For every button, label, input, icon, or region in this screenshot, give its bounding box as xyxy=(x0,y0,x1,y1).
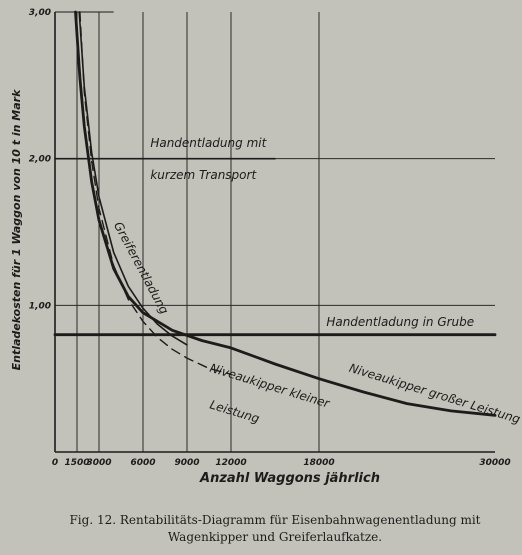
x-tick-label: 9000 xyxy=(174,458,199,468)
x-tick-label: 30000 xyxy=(479,458,510,468)
x-tick-label: 0 xyxy=(52,458,58,468)
series-line-greiferentladung xyxy=(78,11,188,346)
annotation-label: Leistung xyxy=(208,397,261,425)
series-line-niveaukipper-kleiner-leistung xyxy=(79,11,232,375)
annotation-label: Handentladung mit xyxy=(150,136,267,150)
caption-line-1: Fig. 12. Rentabilitäts-Diagramm für Eise… xyxy=(69,513,481,527)
x-axis-label: Anzahl Waggons jährlich xyxy=(199,471,380,486)
x-tick-label: 1500 xyxy=(64,458,89,468)
grid xyxy=(55,12,495,452)
x-tick-label: 6000 xyxy=(130,458,155,468)
x-tick-label: 3000 xyxy=(86,458,111,468)
axes xyxy=(54,11,495,453)
caption-line-2: Wagenkipper und Greiferlaufkatze. xyxy=(167,530,383,544)
y-tick-label: 3,00 xyxy=(29,8,51,18)
x-tick-label: 18000 xyxy=(303,458,334,468)
x-tick-label: 12000 xyxy=(215,458,246,468)
y-tick-label: 2,00 xyxy=(29,155,51,165)
annotation-label: Handentladung in Grube xyxy=(326,315,474,329)
series-layer xyxy=(53,10,497,417)
y-tick-label: 1,00 xyxy=(29,301,51,311)
series-line-niveaukipper-gro-er-leistung xyxy=(74,10,497,417)
figure-caption: Fig. 12. Rentabilitäts-Diagramm für Eise… xyxy=(40,512,510,546)
annotation-label: kurzem Transport xyxy=(150,168,257,182)
y-axis-label: Entladekosten für 1 Waggon von 10 t in M… xyxy=(10,89,23,371)
